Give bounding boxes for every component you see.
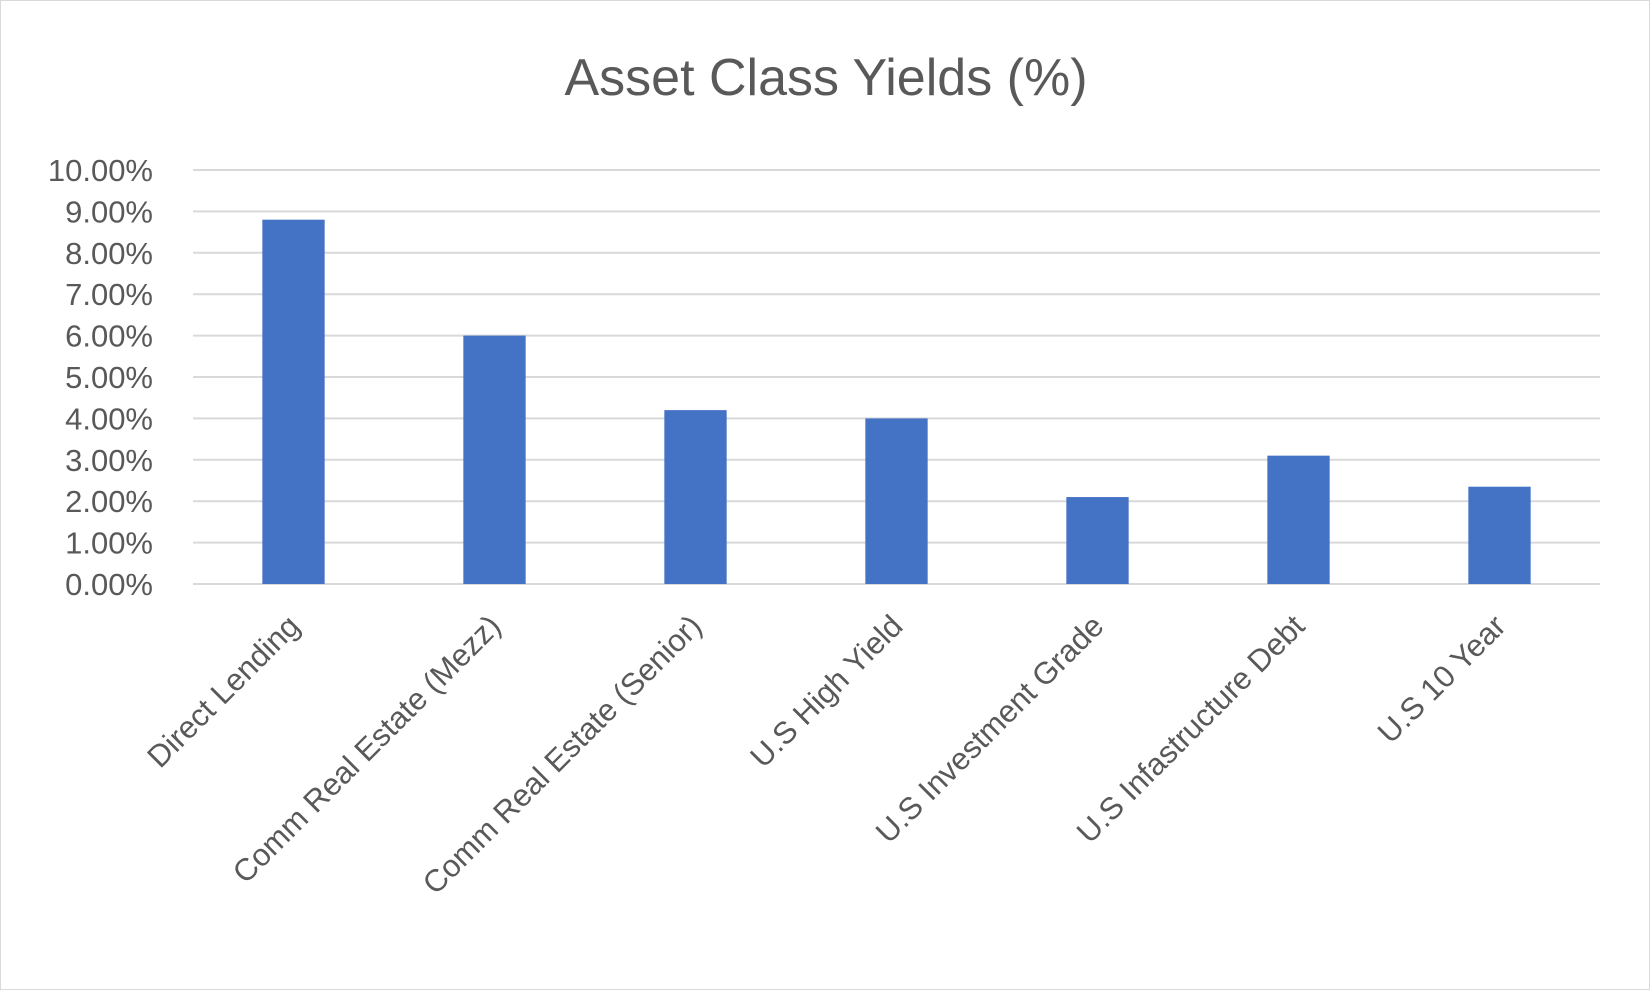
y-tick-label: 0.00% (65, 567, 153, 602)
bar (1066, 497, 1129, 584)
y-tick-label: 8.00% (65, 236, 153, 271)
y-tick-label: 4.00% (65, 401, 153, 436)
y-tick-label: 6.00% (65, 319, 153, 354)
y-tick-label: 9.00% (65, 194, 153, 229)
chart-title: Asset Class Yields (%) (564, 49, 1087, 107)
bar (1267, 455, 1330, 584)
y-tick-label: 10.00% (48, 153, 153, 188)
bar (262, 219, 325, 584)
gridlines (193, 169, 1600, 585)
y-tick-label: 2.00% (65, 484, 153, 519)
bar (664, 410, 727, 584)
bar (1468, 486, 1531, 584)
x-category-label: U.S 10 Year (1371, 608, 1513, 750)
bar (463, 335, 526, 584)
x-category-label: U.S Infastructure Debt (1070, 608, 1312, 850)
y-tick-label: 5.00% (65, 360, 153, 395)
y-tick-label: 7.00% (65, 277, 153, 312)
x-category-label: U.S High Yield (743, 608, 909, 774)
y-tick-label: 1.00% (65, 526, 153, 561)
y-axis-tick-labels: 0.00% 1.00% 2.00% 3.00% 4.00% 5.00% 6.00% 7.00%… (48, 153, 153, 602)
y-tick-label: 3.00% (65, 443, 153, 478)
bars (262, 219, 1531, 584)
x-category-label: U.S Investment Grade (869, 608, 1111, 850)
bar (865, 418, 928, 584)
x-category-label: Direct Lending (140, 608, 306, 774)
